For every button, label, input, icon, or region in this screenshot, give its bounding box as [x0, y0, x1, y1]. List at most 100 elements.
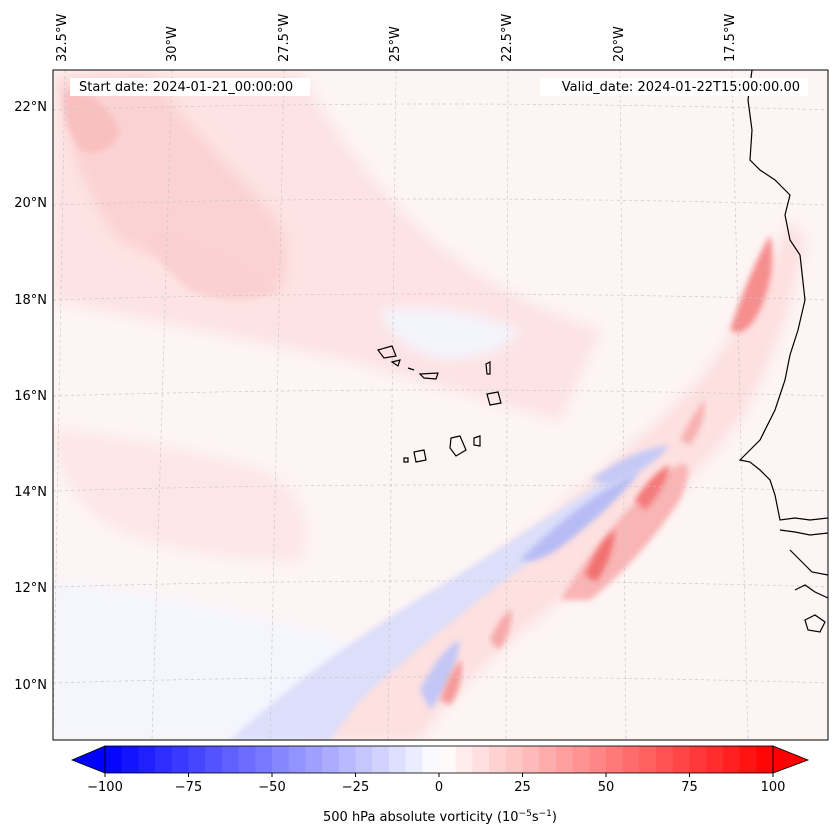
lon-label: 22.5°W: [500, 14, 515, 62]
colorbar-swatch: [606, 746, 624, 773]
lon-label: 27.5°W: [277, 14, 292, 62]
colorbar-swatch: [171, 746, 189, 773]
lat-label: 14°N: [14, 485, 47, 500]
map-panel: Start date: 2024-01-21_00:00:00 Valid_da…: [52, 69, 829, 741]
negative-core-1: [520, 470, 640, 561]
start-date-label: Start date: 2024-01-21_00:00:00: [79, 80, 293, 95]
colorbar-swatch: [338, 746, 356, 773]
colorbar-swatch: [522, 746, 540, 773]
positive-core-strong-1: [585, 530, 615, 582]
colorbar-swatch: [555, 746, 574, 773]
colorbar-tick-label: 75: [681, 780, 698, 795]
island-boa-vista: [486, 391, 502, 406]
colorbar-swatch: [238, 746, 256, 773]
positive-core-coast: [730, 235, 773, 333]
colorbar-extend-max: [772, 745, 810, 774]
negative-region-central: [380, 307, 520, 360]
positive-core-upper-left: [64, 90, 120, 153]
lon-label: 30°W: [165, 26, 180, 62]
colorbar-swatch: [756, 746, 774, 773]
positive-core-strong-2: [635, 465, 670, 510]
colorbar-swatch: [739, 746, 757, 773]
colorbar-swatch: [322, 746, 340, 773]
lat-label: 10°N: [14, 678, 47, 693]
positive-core-south-2: [490, 610, 512, 650]
map-frame: [52, 69, 829, 741]
positive-core-mid: [680, 400, 705, 445]
colorbar-tick-label: 100: [761, 780, 786, 795]
coastline: [376, 70, 828, 633]
positive-core-south: [440, 660, 462, 705]
colorbar-swatch: [672, 746, 690, 773]
colorbar-tick-label: −100: [87, 780, 123, 795]
colorbar-swatch: [305, 746, 323, 773]
lon-label: 20°W: [612, 26, 627, 62]
colorbar-swatch: [288, 746, 306, 773]
colorbar-swatch: [472, 746, 490, 773]
colorbar-swatch: [439, 746, 457, 773]
lat-label: 20°N: [14, 196, 47, 211]
lat-label: 18°N: [14, 293, 47, 308]
colorbar-swatch: [589, 746, 607, 773]
positive-region-lower-left: [53, 430, 305, 560]
colorbar-swatch: [255, 746, 273, 773]
colorbar-tick-label: 25: [514, 780, 531, 795]
colorbar-swatch: [505, 746, 523, 773]
colorbar-swatch: [722, 746, 741, 773]
guinea-bissau-coast: [794, 584, 828, 599]
lon-label: 32.5°W: [55, 14, 70, 62]
lon-label: 17.5°W: [723, 14, 738, 62]
island-fogo: [413, 449, 427, 463]
graticule: [53, 70, 828, 740]
colorbar-swatch: [272, 746, 290, 773]
colorbar-tick-label: −75: [175, 780, 202, 795]
lat-label: 16°N: [14, 389, 47, 404]
positive-region-mid-left: [150, 230, 280, 300]
africa-coast-north: [738, 70, 828, 521]
colorbar-swatch: [205, 746, 223, 773]
latitude-labels: 22°N 20°N 18°N 16°N 14°N 12°N 10°N: [14, 100, 47, 693]
colorbar-swatch: [539, 746, 557, 773]
valid-date-box: [540, 78, 808, 96]
colorbar-swatch: [489, 746, 507, 773]
colorbar-tick-label: −50: [258, 780, 285, 795]
colorbar-extend-min: [70, 745, 106, 774]
bijagos-islands: [804, 614, 826, 633]
colorbar-tick-label: −25: [342, 780, 369, 795]
colorbar-swatch: [656, 746, 674, 773]
island-sal: [485, 361, 491, 375]
island-sao-nicolau: [418, 372, 439, 380]
colorbar-ticks: −100 −75 −50 −25 0 25 50 75 100: [87, 773, 785, 795]
vorticity-field: [53, 70, 805, 740]
colorbar-swatch: [572, 746, 590, 773]
island-santa-luzia: [407, 367, 415, 371]
colorbar-swatch: [138, 746, 156, 773]
colorbar-swatch: [105, 746, 123, 773]
colorbar-swatch: [388, 746, 407, 773]
colorbar-swatches: [105, 746, 774, 773]
colorbar: −100 −75 −50 −25 0 25 50 75 100 500 hPa absolute…: [70, 745, 810, 825]
senegal-coast-south: [789, 549, 828, 576]
colorbar-swatch: [706, 746, 724, 773]
colorbar-swatch: [221, 746, 240, 773]
colorbar-tick-label: 50: [598, 780, 615, 795]
colorbar-swatch: [121, 746, 139, 773]
colorbar-label: 500 hPa absolute vorticity (10−5s−1): [323, 809, 557, 825]
gambia-coast: [779, 529, 828, 536]
colorbar-swatch: [622, 746, 640, 773]
colorbar-swatch: [155, 746, 173, 773]
colorbar-tick-label: 0: [435, 780, 443, 795]
colorbar-swatch: [422, 746, 440, 773]
colorbar-swatch: [405, 746, 423, 773]
colorbar-swatch: [455, 746, 473, 773]
island-santo-antao: [376, 345, 397, 359]
negative-band-diagonal: [230, 450, 650, 740]
island-brava: [403, 457, 409, 463]
island-sao-vicente: [390, 359, 401, 367]
negative-core-3: [590, 445, 670, 485]
lat-label: 12°N: [14, 581, 47, 596]
island-santiago: [449, 435, 467, 457]
island-maio: [473, 435, 481, 447]
valid-date-label: Valid_date: 2024-01-22T15:00:00.00: [562, 80, 800, 95]
